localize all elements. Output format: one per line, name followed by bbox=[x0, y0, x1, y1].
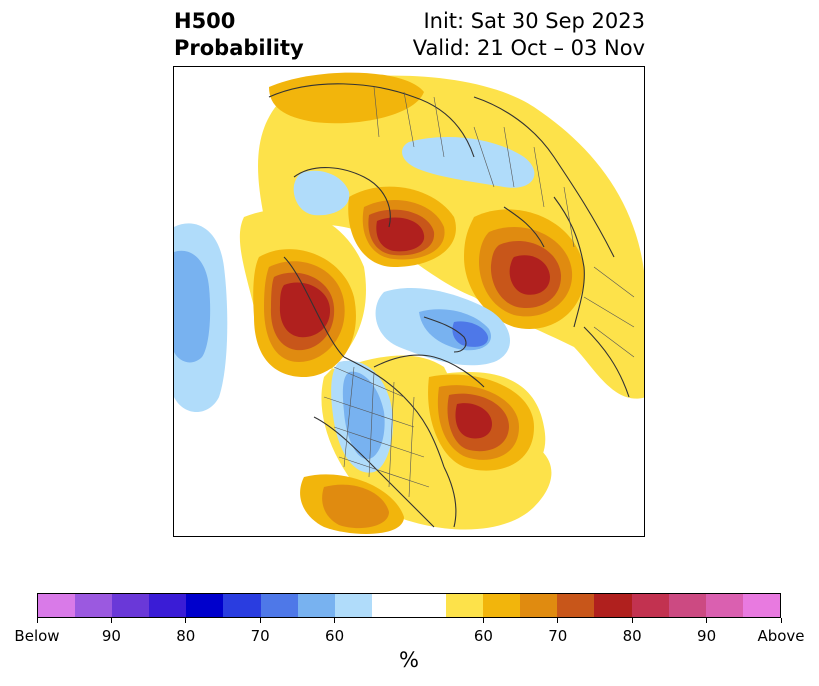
colorbar-tick-label: Above bbox=[757, 627, 805, 645]
colorbar-cell bbox=[75, 594, 113, 617]
colorbar-cell bbox=[520, 594, 558, 617]
colorbar-cell bbox=[705, 594, 743, 617]
colorbar-cell bbox=[668, 594, 706, 617]
colorbar-tick-label: 80 bbox=[622, 627, 642, 645]
colorbar-tick-label: 70 bbox=[250, 627, 270, 645]
colorbar-tick-mark bbox=[706, 618, 708, 623]
colorbar-cell bbox=[297, 594, 335, 617]
colorbar-tick-label: 90 bbox=[101, 627, 121, 645]
title-field: H500 bbox=[174, 9, 236, 33]
colorbar-cell bbox=[557, 594, 595, 617]
above-85-zones bbox=[279, 217, 550, 439]
colorbar-tick-mark bbox=[185, 618, 187, 623]
colorbar-unit-label: % bbox=[399, 648, 419, 672]
colorbar-tick-mark bbox=[36, 618, 38, 623]
below-zones bbox=[174, 137, 535, 473]
colorbar-tick-label: 80 bbox=[176, 627, 196, 645]
colorbar-cell bbox=[371, 594, 409, 617]
init-date: Init: Sat 30 Sep 2023 bbox=[423, 9, 645, 33]
colorbar-cell bbox=[446, 594, 484, 617]
colorbar-tick-mark bbox=[259, 618, 261, 623]
valid-range: Valid: 21 Oct – 03 Nov bbox=[412, 36, 645, 60]
title-left: H500 Probability bbox=[174, 8, 304, 62]
colorbar-tick-label: 60 bbox=[325, 627, 345, 645]
colorbar-tick-mark bbox=[482, 618, 484, 623]
coastlines bbox=[268, 83, 630, 528]
colorbar-cell bbox=[260, 594, 298, 617]
colorbar-cell bbox=[408, 594, 447, 617]
colorbar-tick-label: Below bbox=[14, 627, 60, 645]
colorbar-cell bbox=[223, 594, 261, 617]
colorbar-cell bbox=[594, 594, 632, 617]
colorbar-tick-mark bbox=[334, 618, 336, 623]
colorbar-tick-label: 60 bbox=[473, 627, 493, 645]
colorbar-tick-label: 70 bbox=[548, 627, 568, 645]
colorbar-cell bbox=[334, 594, 372, 617]
borders bbox=[323, 86, 635, 498]
colorbar bbox=[37, 593, 781, 618]
colorbar-cell bbox=[742, 594, 780, 617]
colorbar-tick-mark bbox=[557, 618, 559, 623]
colorbar-cell bbox=[483, 594, 521, 617]
colorbar-cell bbox=[186, 594, 224, 617]
colorbar-tick-mark bbox=[631, 618, 633, 623]
title-right: Init: Sat 30 Sep 2023 Valid: 21 Oct – 03… bbox=[413, 8, 645, 62]
colorbar-cell bbox=[631, 594, 669, 617]
probability-map bbox=[173, 66, 645, 537]
colorbar-tick-mark bbox=[780, 618, 782, 623]
title-product: Probability bbox=[174, 36, 304, 60]
colorbar-tick-mark bbox=[110, 618, 112, 623]
map-svg bbox=[174, 67, 644, 536]
colorbar-cell bbox=[38, 594, 76, 617]
colorbar-cell bbox=[112, 594, 150, 617]
colorbar-cell bbox=[149, 594, 187, 617]
colorbar-tick-label: 90 bbox=[697, 627, 717, 645]
